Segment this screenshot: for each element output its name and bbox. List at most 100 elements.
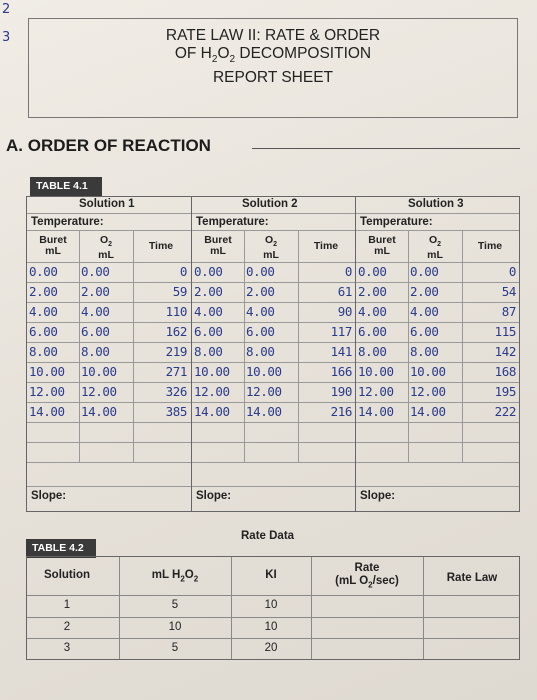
t42-header-ml-b: O: [184, 569, 194, 581]
buret-header: Buret mL: [356, 235, 408, 257]
t42-header-rate-sub: 2: [368, 580, 373, 590]
buret-value: 14.00: [29, 404, 65, 419]
solution-header-row: [192, 197, 355, 214]
solution-header-row: [27, 197, 191, 214]
buret-header: Buret mL: [27, 235, 79, 257]
o2-value: 2.00: [81, 284, 110, 299]
buret-value: 8.00: [358, 344, 387, 359]
buret-value: 10.00: [29, 364, 65, 379]
t42-cell-solution: 3: [63, 642, 71, 654]
table-4-2-label: TABLE 4.2: [26, 539, 96, 558]
buret-value: 2.00: [358, 284, 387, 299]
time-value: 326: [165, 384, 188, 399]
title-line-2-c: DECOMPOSITION: [235, 45, 372, 62]
solution-name: Solution 3: [408, 198, 464, 210]
o2-sub: 2: [273, 241, 278, 249]
o2-value: 2.00: [246, 284, 275, 299]
o2-label: O: [264, 234, 274, 246]
time-value: 59: [172, 284, 188, 299]
buret-value: 10.00: [358, 364, 394, 379]
o2-header: O2 mL: [79, 235, 133, 261]
solution-2-block: Solution 2 Temperature: Buret mL O2 mL Time 0.0…: [191, 197, 355, 511]
temperature-label: Temperature:: [196, 216, 269, 228]
o2-label: O: [428, 234, 438, 246]
solution-header-row: [356, 197, 519, 214]
slope-label: Slope:: [360, 490, 396, 502]
buret-value: 8.00: [29, 344, 58, 359]
solution-name: Solution 2: [242, 198, 298, 210]
o2-header: O2 mL: [244, 235, 298, 261]
temperature-label: Temperature:: [31, 216, 104, 228]
t42-cell-ml: 5: [171, 599, 179, 611]
t42-header-ml-a: mL H: [151, 569, 181, 581]
buret-value: 14.00: [194, 404, 230, 419]
buret-value: 8.00: [194, 344, 223, 359]
o2-value: 4.00: [246, 304, 275, 319]
buret-value: 10.00: [194, 364, 230, 379]
title-line-2: OF H2O2 DECOMPOSITION: [29, 45, 517, 69]
table-row: [27, 303, 191, 323]
o2-value: 4.00: [410, 304, 439, 319]
buret-value: 0.00: [358, 264, 387, 279]
buret-value: 4.00: [358, 304, 387, 319]
buret-value: 4.00: [29, 304, 58, 319]
temperature-row: [27, 214, 191, 231]
o2-value: 10.00: [246, 364, 282, 379]
table-row: [27, 463, 191, 487]
table-row: [27, 363, 191, 383]
time-value: 61: [337, 284, 353, 299]
o2-value: 8.00: [81, 344, 110, 359]
table-row: [356, 383, 519, 403]
table-row: [356, 423, 519, 443]
table-row: [27, 323, 191, 343]
column-divider: [462, 231, 463, 463]
o2-value: 12.00: [81, 384, 117, 399]
o2-value: 8.00: [246, 344, 275, 359]
time-value: 222: [494, 404, 517, 419]
o2-value: 10.00: [410, 364, 446, 379]
solution-1-block: Solution 1 Temperature: Buret mL O2 mL Time 0.0…: [27, 197, 191, 511]
t42-row-divider: [27, 617, 519, 618]
table-row: [27, 343, 191, 363]
time-value: 216: [330, 404, 353, 419]
t42-cell-solution: 1: [63, 599, 71, 611]
time-value: 87: [501, 304, 517, 319]
time-value: 195: [494, 384, 517, 399]
buret-value: 4.00: [194, 304, 223, 319]
table-row: [356, 303, 519, 323]
time-value: 90: [337, 304, 353, 319]
table-row: [356, 343, 519, 363]
buret-header: Buret mL: [192, 235, 244, 257]
title-sub-1: 2: [211, 54, 218, 66]
buret-value: 2.00: [194, 284, 223, 299]
o2-value: 6.00: [81, 324, 110, 339]
o2-header-label: O2: [244, 235, 298, 250]
column-divider: [408, 231, 409, 463]
time-value: 168: [494, 364, 517, 379]
buret-value: 0.00: [194, 264, 223, 279]
column-divider: [79, 231, 80, 463]
table-row: [27, 231, 191, 263]
table-row: [192, 303, 355, 323]
slope-label: Slope:: [196, 490, 232, 502]
t42-header-rate-line1: Rate: [354, 562, 380, 574]
buret-header-label: Buret: [204, 234, 232, 246]
time-value: 115: [494, 324, 517, 339]
o2-header-unit: mL: [427, 249, 443, 262]
temperature-row: [192, 214, 355, 231]
t42-cell-ml: 5: [171, 642, 179, 654]
time-value: 141: [330, 344, 353, 359]
t42-col-divider: [311, 557, 312, 659]
t42-header-rate-line2: (mL O2/sec): [311, 575, 423, 591]
table-row: [356, 443, 519, 463]
title-line-2-a: OF H: [174, 45, 212, 62]
t42-row-divider: [27, 595, 519, 596]
buret-value: 12.00: [29, 384, 65, 399]
buret-value: 12.00: [358, 384, 394, 399]
table-row: [27, 423, 191, 443]
t42-header-solution: Solution: [44, 569, 90, 581]
time-value: 385: [165, 404, 188, 419]
buret-header-label: Buret: [368, 234, 396, 246]
time-value: 54: [501, 284, 517, 299]
slope-label: Slope:: [31, 490, 67, 502]
